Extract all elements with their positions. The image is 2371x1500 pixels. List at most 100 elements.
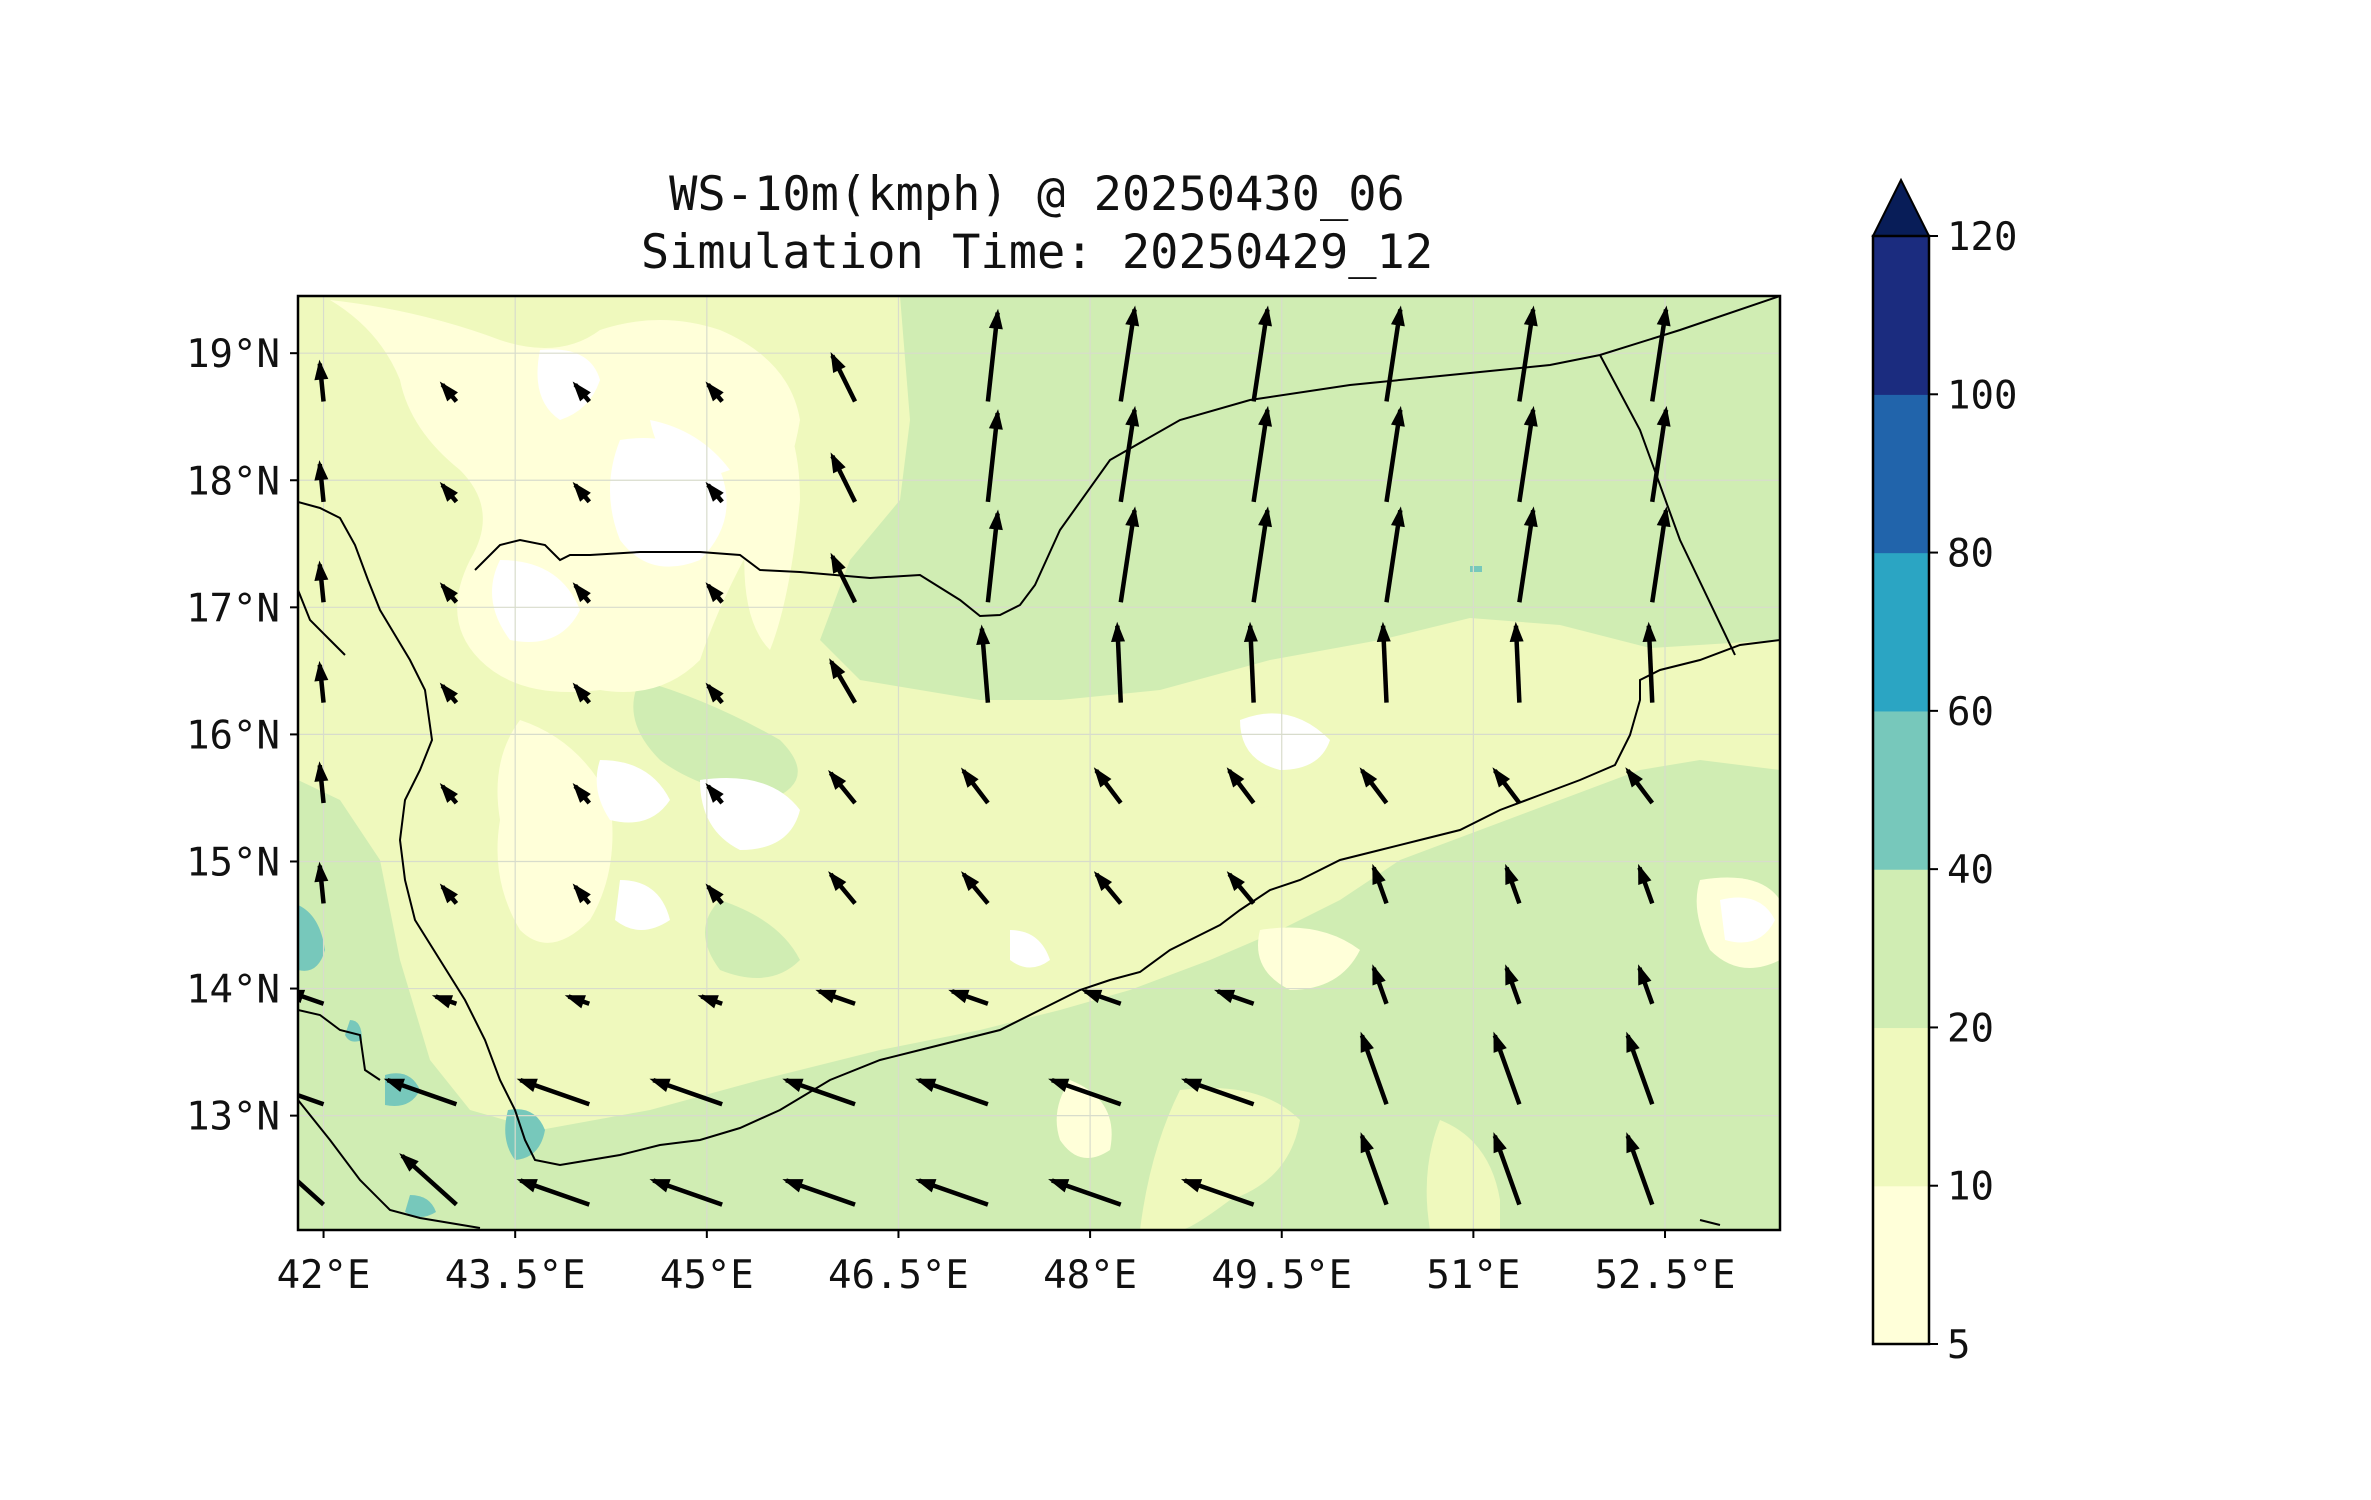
x-tick-label: 49.5°E [1211,1253,1352,1298]
wind-vector-arrow [314,359,329,402]
wind-vector-arrow [649,1077,723,1107]
wind-vector-arrow [572,783,592,805]
wind-vector-arrow [1359,1031,1389,1105]
wind-vector-arrow [1384,405,1405,503]
y-tick-label: 14°N [186,968,280,1013]
wind-vector-arrow [314,560,329,603]
wind-vector-arrow [572,883,592,905]
wind-vector-arrow [439,582,459,604]
wind-vector-arrow [383,1077,458,1107]
colorbar-label: 120 [1947,215,2017,260]
wind-vector-arrow [915,1077,989,1107]
wind-vector-arrow [1243,621,1258,703]
colorbar-segment [1873,236,1929,395]
wind-vector-arrow [705,783,724,805]
coastlines-and-borders [298,296,1780,1229]
x-tick-label: 42°E [277,1253,371,1298]
wind-vector-arrow [1093,871,1123,905]
wind-vector-arrow [1118,506,1140,603]
wind-vector-arrow [1625,1031,1655,1105]
wind-vector-arrow [1048,1178,1122,1207]
wind-vector-arrow [1517,506,1538,603]
y-tick-label: 16°N [186,713,280,758]
map-gridlines [298,296,1780,1230]
wind-vector-arrow [1111,621,1126,703]
wind-vector-arrow [1650,405,1671,503]
wind-vector-arrow [1226,767,1256,805]
wind-vector-arrow [830,351,858,403]
map-title-line1: WS-10m(kmph) @ 20250430_06 [669,167,1405,222]
wind-vector-arrow [1251,405,1272,503]
colorbar-segment [1873,552,1929,712]
wind-vector-arrow [697,994,723,1009]
colorbar-label: 100 [1947,373,2017,418]
colorbar: 5 10 20 40 60 80 100 120 [1871,177,2017,1368]
wind-speed-band-20-40 [298,296,1780,1230]
wind-vector-arrow [915,1178,989,1207]
wind-vector-arrow [1093,767,1123,805]
wind-vector-arrow [1376,621,1391,703]
x-tick-label: 48°E [1043,1253,1137,1298]
wind-vector-arrow [1625,767,1655,805]
wind-vector-arrow [314,460,329,503]
wind-vector-arrow [314,660,329,703]
wind-vector-arrow [439,381,459,403]
y-tick-label: 19°N [186,332,280,377]
wind-vector-arrow [516,1077,591,1107]
wind-vector-arrow [782,1077,856,1107]
x-tick-label: 43.5°E [445,1253,586,1298]
wind-vector-arrow [829,658,857,704]
y-tick-label: 13°N [186,1095,280,1140]
wind-vector-arrow [705,381,724,403]
wind-vector-arrow [1048,1077,1122,1107]
wind-vector-arrow [1359,767,1389,805]
wind-vector-arrow [1384,506,1405,603]
wind-vector-arrow [564,994,591,1009]
wind-vector-arrow [314,761,329,804]
wind-vector-arrow [1492,767,1522,805]
wind-vector-arrow [1081,989,1122,1006]
wind-vector-arrow [572,582,592,604]
wind-vector-arrow [1251,506,1272,603]
x-tick-label: 46.5°E [828,1253,969,1298]
x-tick-label: 51°E [1426,1253,1520,1298]
wind-vector-arrow [1517,405,1538,503]
wind-vector-arrow [399,1153,458,1207]
wind-vector-arrow [976,624,991,703]
colorbar-segment [1873,1027,1929,1187]
wind-vector-arrow [1509,621,1524,703]
wind-vector-arrow [1118,305,1140,402]
colorbar-frame [1871,234,1931,1346]
wind-vector-arrow [1226,871,1256,905]
wind-vector-arrow [572,381,592,403]
colorbar-label: 5 [1947,1323,1970,1368]
wind-vector-arrow [314,861,329,904]
wind-vector-arrow [815,989,856,1006]
wind-vector-arrow [828,871,857,905]
colorbar-segment [1873,710,1929,870]
wind-vector-arrow [1180,1178,1255,1207]
wind-speed-band-40-60-patches [298,566,1482,1217]
wind-vector-arrow [1517,305,1538,402]
wind-vector-arrows [298,305,1671,1207]
colorbar-segment [1873,869,1929,1029]
wind-vector-arrow [298,1092,325,1107]
wind-vector-arrow [960,767,990,805]
wind-speed-band-below-5 [492,349,1775,968]
wind-vector-arrow [1118,405,1140,503]
wind-vector-arrow [439,682,459,705]
wind-vector-arrow [1371,964,1389,1005]
wind-vector-arrow [1625,1132,1655,1206]
wind-vector-arrow [1642,621,1657,703]
wind-vector-arrow [1213,989,1255,1006]
wind-vector-arrow [439,883,459,905]
wind-vector-arrow [830,452,858,503]
wind-vector-arrow [830,552,858,604]
wind-vector-arrow [1637,863,1655,905]
wind-vector-arrow [572,682,592,705]
wind-vector-arrow [1371,863,1389,905]
y-tick-label: 18°N [186,459,280,504]
wind-vector-arrow [828,769,857,805]
wind-vector-arrow [961,871,990,905]
